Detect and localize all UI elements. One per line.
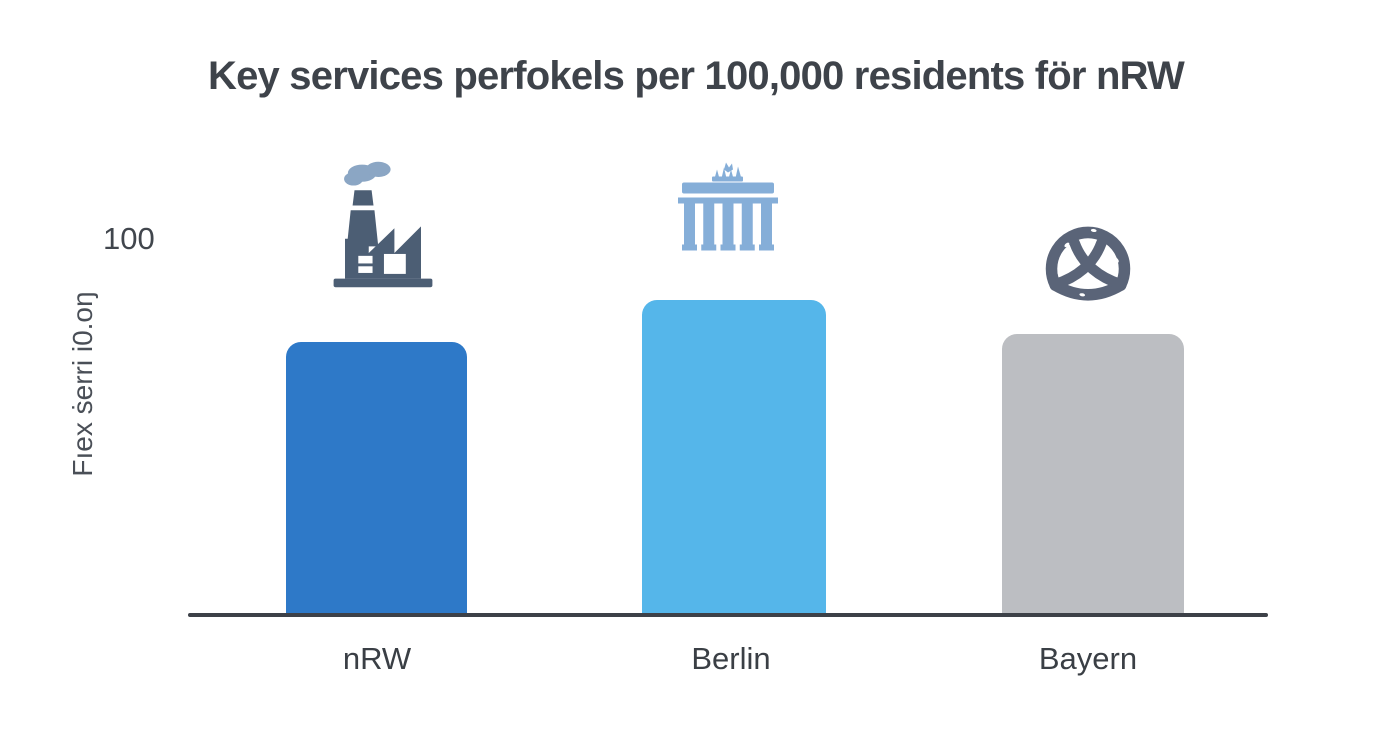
x-axis-line [188,613,1268,617]
x-axis-label-berlin: Berlin [691,641,771,676]
y-axis-tick-100: 100 [103,221,155,256]
bar-nrw [286,342,467,617]
pretzel-icon [1045,226,1131,301]
bar-bayern [1002,334,1184,617]
factory-icon [333,161,433,288]
x-axis-label-bayern: Bayern [1038,641,1138,676]
x-axis-label-nrw: nRW [342,641,412,676]
y-axis-label: Fıex ṡerri i0.oŋ [67,291,98,477]
bar-berlin [642,300,826,617]
brandenburg-gate-icon [678,162,778,251]
chart-title: Key services perfokels per 100,000 resid… [208,54,1185,98]
